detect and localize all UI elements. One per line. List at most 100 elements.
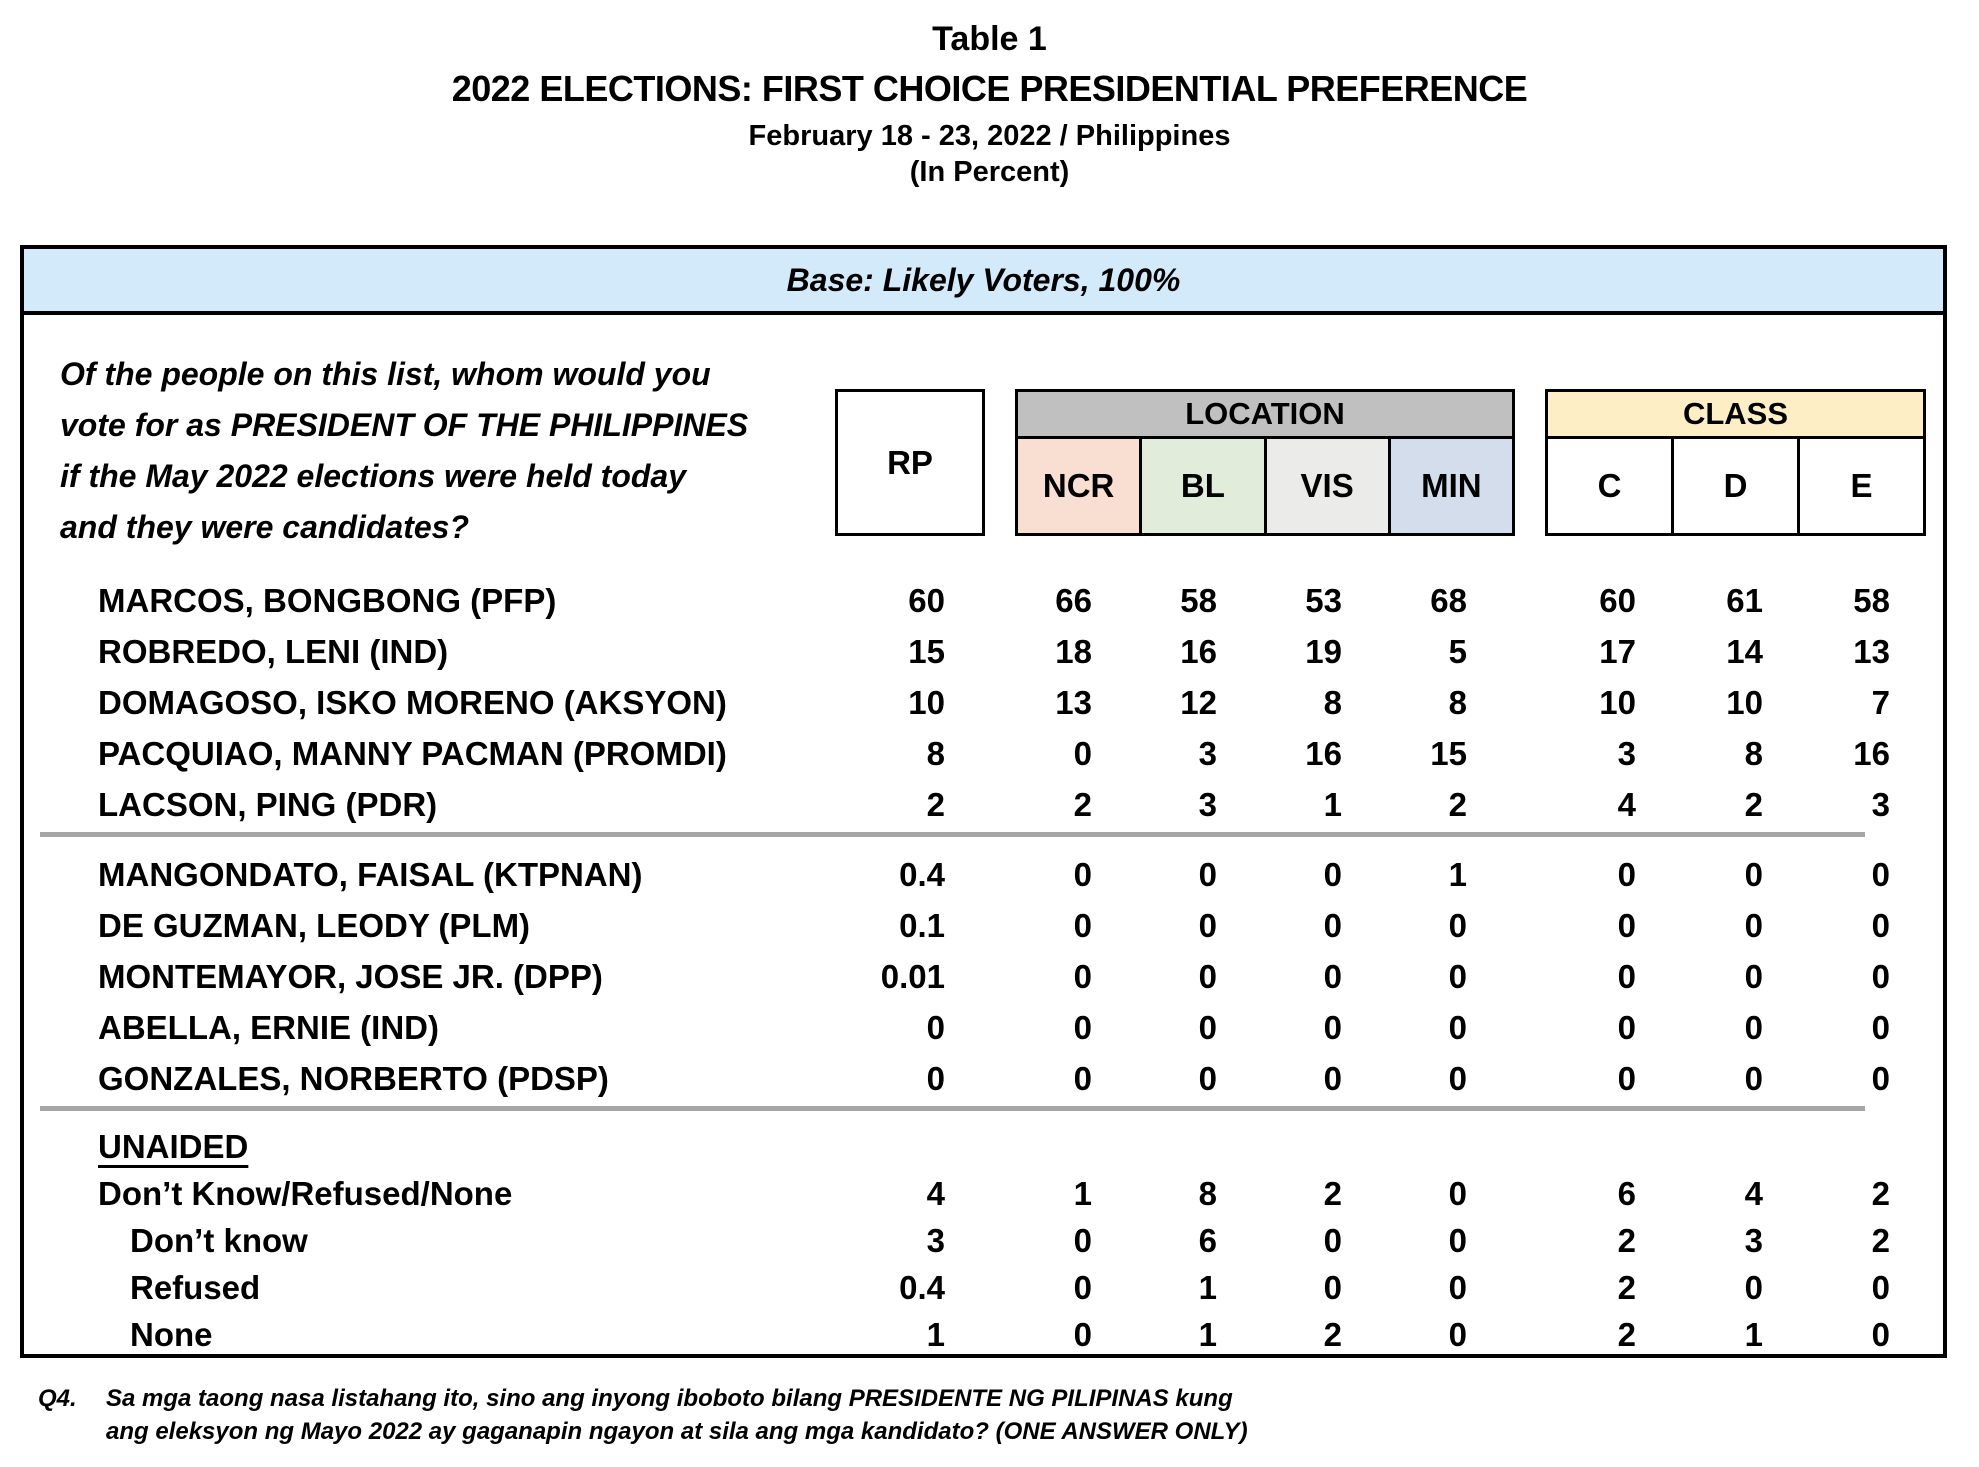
survey-question: Of the people on this list, whom would y… [60, 349, 880, 553]
value-cell: 3 [1871, 785, 1890, 823]
value-cell: 8 [1323, 683, 1342, 721]
value-cell: 2 [1323, 1315, 1342, 1353]
row-label: ROBREDO, LENI (IND) [98, 632, 449, 670]
value-cell: 0 [1198, 957, 1217, 995]
value-cell: 0.4 [899, 1268, 945, 1306]
row-label: ABELLA, ERNIE (IND) [98, 1008, 439, 1046]
value-cell: 0 [1073, 1059, 1092, 1097]
value-cell: 68 [1430, 581, 1467, 619]
row-label: Don’t Know/Refused/None [98, 1174, 513, 1212]
table-row: LACSON, PING (PDR) 2 2 3 1 2 4 2 3 [24, 779, 1926, 830]
value-cell: 0 [1871, 1008, 1890, 1046]
value-cell: 1 [1198, 1268, 1217, 1306]
value-cell: 19 [1305, 632, 1342, 670]
footnote-question-number: Q4. [38, 1385, 77, 1412]
row-label: Don’t know [130, 1221, 308, 1259]
column-header-ncr: NCR [1018, 439, 1140, 533]
table-row: MANGONDATO, FAISAL (KTPNAN) 0.4 0 0 0 1 0 0 0 [24, 849, 1926, 900]
divider-line [40, 832, 1865, 837]
value-cell: 0 [1448, 1008, 1467, 1046]
value-cell: 0 [1448, 1315, 1467, 1353]
value-cell: 0 [1617, 1008, 1636, 1046]
value-cell: 0 [1871, 906, 1890, 944]
value-cell: 3 [1617, 734, 1636, 772]
column-header-min: MIN [1387, 439, 1512, 533]
question-line: Of the people on this list, whom would y… [60, 356, 711, 392]
results-table-box: Base: Likely Voters, 100% Of the people … [20, 245, 1947, 1358]
row-label: PACQUIAO, MANNY PACMAN (PROMDI) [98, 734, 727, 772]
value-cell: 10 [908, 683, 945, 721]
question-line: and they were candidates? [60, 509, 470, 545]
value-cell: 15 [908, 632, 945, 670]
row-label: DOMAGOSO, ISKO MORENO (AKSYON) [98, 683, 727, 721]
value-cell: 8 [1448, 683, 1467, 721]
value-cell: 4 [1617, 785, 1636, 823]
survey-date-subtitle: February 18 - 23, 2022 / Philippines [748, 120, 1231, 152]
value-cell: 0 [1198, 1008, 1217, 1046]
base-bar-label: Base: Likely Voters, 100% [786, 261, 1181, 298]
value-cell: 2 [1073, 785, 1092, 823]
value-cell: 0 [1871, 855, 1890, 893]
value-cell: 0 [1073, 855, 1092, 893]
footnote-line: Sa mga taong nasa listahang ito, sino an… [106, 1385, 1233, 1412]
location-group-title: LOCATION [1018, 392, 1512, 439]
value-cell: 13 [1853, 632, 1890, 670]
value-cell: 1 [926, 1315, 945, 1353]
row-label: MANGONDATO, FAISAL (KTPNAN) [98, 855, 643, 893]
value-cell: 0 [1323, 1221, 1342, 1259]
value-cell: 7 [1871, 683, 1890, 721]
value-cell: 0 [1073, 957, 1092, 995]
class-group-title: CLASS [1548, 392, 1923, 439]
value-cell: 0 [1617, 855, 1636, 893]
value-cell: 0.01 [880, 957, 945, 995]
value-cell: 58 [1180, 581, 1217, 619]
column-group-class: CLASS C D E [1545, 389, 1926, 536]
value-cell: 14 [1726, 632, 1763, 670]
value-cell: 2 [1617, 1221, 1636, 1259]
table-row: MARCOS, BONGBONG (PFP) 60 66 58 53 68 60 61 58 [24, 575, 1926, 626]
value-cell: 2 [1448, 785, 1467, 823]
value-cell: 66 [1055, 581, 1092, 619]
value-cell: 2 [1871, 1221, 1890, 1259]
table-row: ROBREDO, LENI (IND) 15 18 16 19 5 17 14 13 [24, 626, 1926, 677]
value-cell: 0 [1073, 1315, 1092, 1353]
value-cell: 60 [908, 581, 945, 619]
value-cell: 0 [1871, 957, 1890, 995]
value-cell: 0 [1871, 1268, 1890, 1306]
value-cell: 0 [1073, 1268, 1092, 1306]
section-divider [24, 1106, 1926, 1111]
value-cell: 2 [1871, 1174, 1890, 1212]
table-row: DOMAGOSO, ISKO MORENO (AKSYON) 10 13 12 8 8 10… [24, 677, 1926, 728]
value-cell: 60 [1599, 581, 1636, 619]
column-group-location: LOCATION NCR BL VIS MIN [1015, 389, 1515, 536]
divider-line [40, 1106, 1865, 1111]
value-cell: 0 [1073, 906, 1092, 944]
value-cell: 2 [926, 785, 945, 823]
value-cell: 0 [926, 1059, 945, 1097]
value-cell: 17 [1599, 632, 1636, 670]
footnote-line: ang eleksyon ng Mayo 2022 ay gaganapin n… [106, 1418, 1248, 1445]
row-label: None [130, 1315, 213, 1353]
table-row: MONTEMAYOR, JOSE JR. (DPP) 0.01 0 0 0 0 0 0 0 [24, 951, 1926, 1002]
value-cell: 15 [1430, 734, 1467, 772]
value-cell: 0 [1448, 957, 1467, 995]
value-cell: 0 [1871, 1059, 1890, 1097]
location-columns: NCR BL VIS MIN [1018, 439, 1512, 533]
value-cell: 16 [1305, 734, 1342, 772]
row-label: Refused [130, 1268, 261, 1306]
column-header-rp: RP [835, 389, 985, 536]
value-cell: 2 [1323, 1174, 1342, 1212]
question-line: vote for as PRESIDENT OF THE PHILIPPINES [60, 407, 749, 443]
value-cell: 0 [1323, 1059, 1342, 1097]
value-cell: 16 [1180, 632, 1217, 670]
value-cell: 2 [1744, 785, 1763, 823]
table-number-title: Table 1 [932, 20, 1047, 58]
value-cell: 1 [1198, 1315, 1217, 1353]
value-cell: 0 [1323, 1008, 1342, 1046]
table-row: Don’t know 3 0 6 0 0 2 3 2 [24, 1217, 1926, 1264]
value-cell: 0 [1073, 734, 1092, 772]
value-cell: 8 [1198, 1174, 1217, 1212]
table-rows: MARCOS, BONGBONG (PFP) 60 66 58 53 68 60 61 58 RO… [24, 575, 1926, 1358]
value-cell: 0 [1198, 1059, 1217, 1097]
